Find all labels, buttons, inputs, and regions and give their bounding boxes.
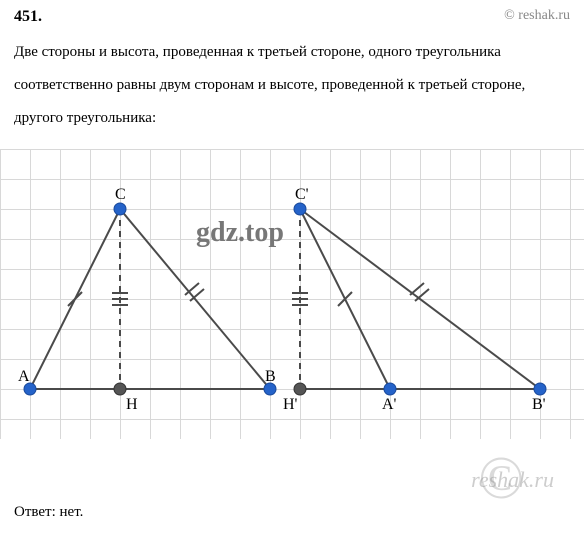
label-c-prime: C' bbox=[295, 186, 309, 203]
answer-text: Ответ: нет. bbox=[14, 504, 83, 521]
label-b: B bbox=[265, 368, 276, 385]
triangles-svg: A B C H C' A' B' H' bbox=[0, 149, 584, 439]
diagram: A B C H C' A' B' H' gdz.top bbox=[0, 149, 584, 439]
point-c bbox=[114, 203, 126, 215]
watermark-copyright: © bbox=[478, 444, 524, 513]
label-h: H bbox=[126, 396, 138, 413]
label-b-prime: B' bbox=[532, 396, 546, 413]
watermark-reshak: reshak.ru bbox=[471, 467, 554, 493]
label-c: C bbox=[115, 186, 126, 203]
problem-text: Две стороны и высота, проведенная к трет… bbox=[0, 30, 584, 139]
point-h-prime bbox=[294, 383, 306, 395]
label-h-prime: H' bbox=[283, 396, 298, 413]
point-c-prime bbox=[294, 203, 306, 215]
site-name: © reshak.ru bbox=[504, 8, 570, 26]
point-h bbox=[114, 383, 126, 395]
point-a-prime bbox=[384, 383, 396, 395]
problem-number: 451. bbox=[14, 8, 42, 26]
label-a-prime: A' bbox=[382, 396, 397, 413]
point-b-prime bbox=[534, 383, 546, 395]
label-a: A bbox=[18, 368, 30, 385]
